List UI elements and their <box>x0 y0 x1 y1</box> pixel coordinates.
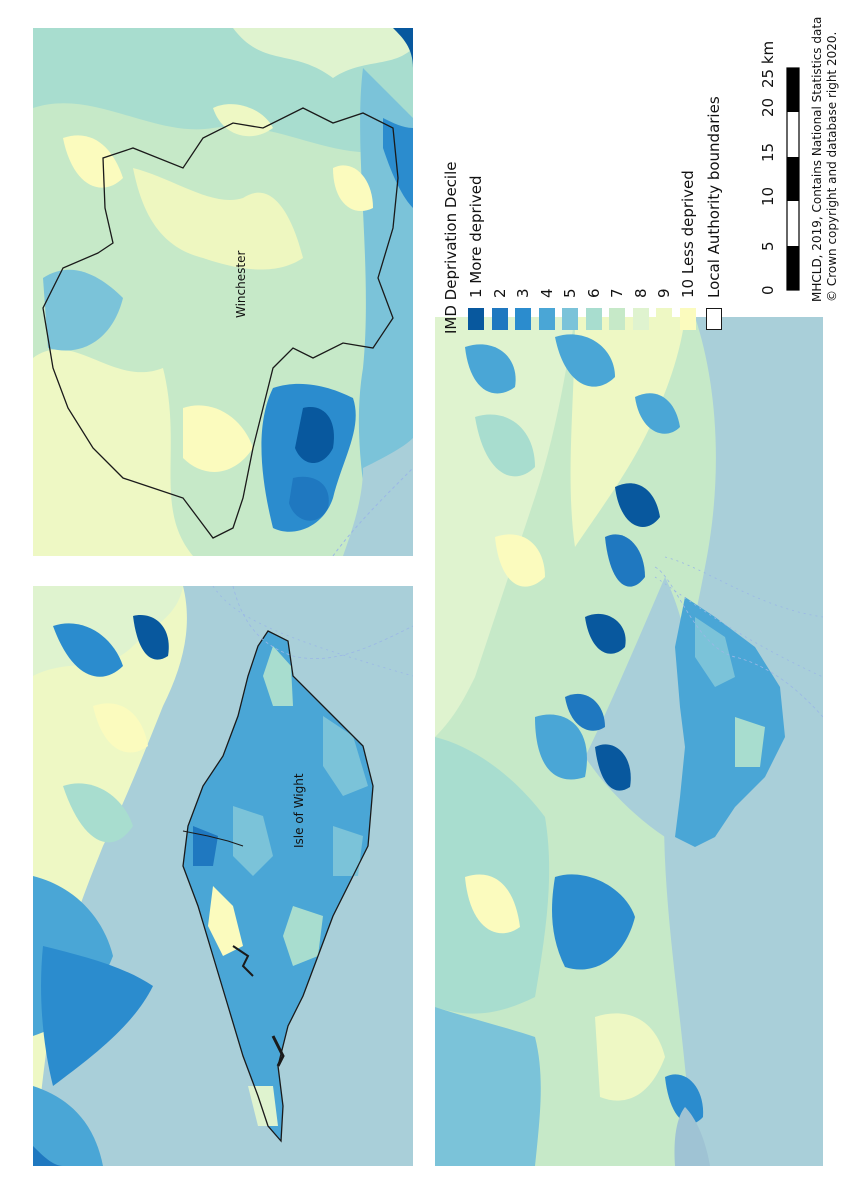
legend-label: 9 <box>655 288 673 298</box>
legend-label: 4 <box>537 288 556 298</box>
isle-of-wight-map: Isle of Wight <box>33 586 413 1166</box>
scale-tick-label: 10 <box>759 187 777 207</box>
legend-label: 10 Less deprived <box>678 170 697 298</box>
legend-swatch <box>491 308 508 330</box>
legend-item: 7 <box>608 34 631 334</box>
winchester-map-panel[interactable]: Winchester <box>33 28 413 556</box>
legend-label: 5 <box>561 288 579 298</box>
legend-boundary-label: Local Authority boundaries <box>705 96 723 298</box>
isle-of-wight-label: Isle of Wight <box>292 773 306 848</box>
legend-swatch <box>609 308 625 330</box>
legend-item: 3 <box>514 34 537 334</box>
legend-label: 7 <box>608 288 626 298</box>
legend-label: 3 <box>514 288 532 298</box>
legend-label: 6 <box>584 288 603 298</box>
winchester-map: Winchester <box>33 28 413 556</box>
legend-swatch <box>515 308 531 330</box>
legend-swatch <box>656 308 672 330</box>
scale-tick-label: 5 <box>759 241 777 251</box>
legend-swatch <box>585 308 602 330</box>
legend-label: 2 <box>490 288 509 298</box>
legend-item: 6 <box>584 34 608 334</box>
legend-boundary-item: Local Authority boundaries <box>705 34 728 334</box>
attribution: MHCLD, 2019, Contains National Statistic… <box>810 2 849 302</box>
boundary-swatch <box>706 308 722 330</box>
scale-tick-label: 15 <box>759 142 777 162</box>
overview-map <box>435 317 823 1166</box>
legend-label: 1 More deprived <box>467 175 485 299</box>
legend-item: 2 <box>490 34 514 334</box>
legend-item: 8 <box>631 34 655 334</box>
winchester-label: Winchester <box>234 251 248 318</box>
legend-swatch <box>468 308 484 330</box>
isle-of-wight-map-panel[interactable]: Isle of Wight <box>33 586 413 1166</box>
legend-label: 8 <box>631 288 650 298</box>
scale-tick-label: 0 <box>759 285 777 295</box>
legend-title: IMD Deprivation Decile <box>442 161 460 334</box>
legend-item: 4 <box>537 34 561 334</box>
overview-map-panel[interactable] <box>435 317 823 1166</box>
legend-swatch <box>679 308 696 330</box>
scale-tick-label: 20 <box>759 98 777 118</box>
isle-of-wight-boundary-line <box>182 630 374 1143</box>
legend-swatch <box>562 308 578 330</box>
scale-bar: 0 5 10 15 20 25 km <box>757 40 817 300</box>
scale-tick-label: 25 km <box>759 40 777 88</box>
legend-item: 5 <box>561 34 584 334</box>
attribution-line-2: © Crown copyright and database right 202… <box>825 31 839 302</box>
legend-swatch <box>632 308 649 330</box>
attribution-line-1: MHCLD, 2019, Contains National Statistic… <box>810 16 824 302</box>
winchester-boundary-line <box>42 107 399 539</box>
legend-item: 9 <box>655 34 678 334</box>
legend-swatch <box>538 308 555 330</box>
legend-item: 10 Less deprived <box>678 34 702 334</box>
scale-bar-graphic <box>786 67 800 291</box>
legend-item: 1 More deprived <box>467 34 490 334</box>
